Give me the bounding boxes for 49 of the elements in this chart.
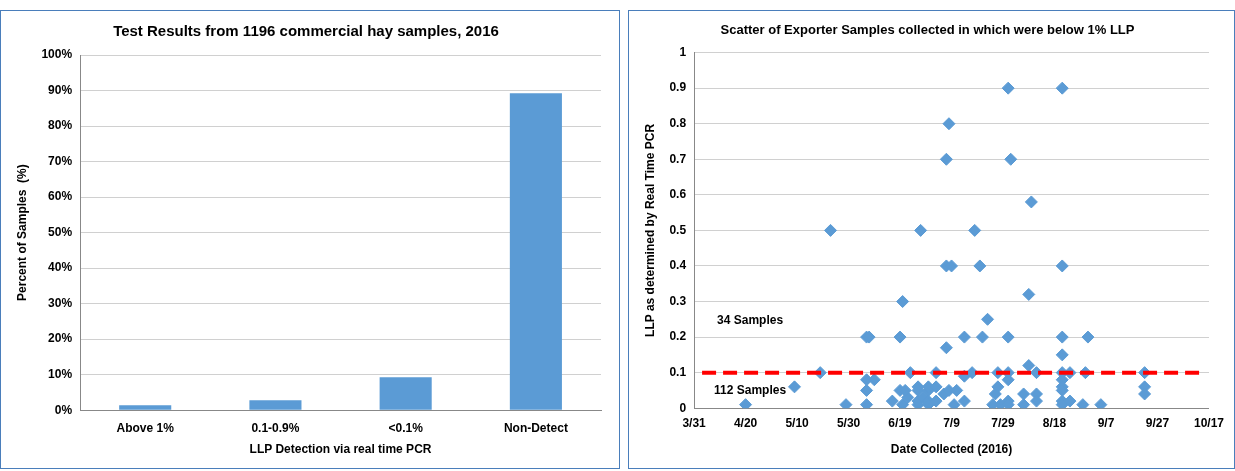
bar bbox=[119, 405, 172, 410]
y-tick-label: 1 bbox=[679, 44, 687, 59]
y-tick-label: 0.1 bbox=[669, 364, 687, 379]
y-tick-label: 40% bbox=[48, 260, 73, 275]
x-tick-label: 7/29 bbox=[991, 415, 1016, 430]
x-tick-label: 7/9 bbox=[943, 415, 961, 430]
y-tick-label: 30% bbox=[48, 295, 73, 310]
x-tick-label: 5/30 bbox=[836, 415, 861, 430]
x-tick-label: 4/20 bbox=[733, 415, 758, 430]
y-axis-title: LLP as determined by Real Time PCR bbox=[642, 123, 657, 337]
y-tick-label: 10% bbox=[48, 366, 73, 381]
x-tick-label: Above 1% bbox=[116, 420, 175, 435]
y-tick-label: 20% bbox=[48, 331, 73, 346]
x-tick-label: 8/18 bbox=[1042, 415, 1067, 430]
chart-title: Test Results from 1196 commercial hay samples, 2016 bbox=[113, 22, 499, 40]
y-tick-label: 0% bbox=[54, 402, 73, 417]
x-tick-label: 6/19 bbox=[888, 415, 913, 430]
annotation: 34 Samples bbox=[717, 312, 784, 327]
y-tick-label: 0.3 bbox=[669, 293, 687, 308]
x-tick-label: 9/7 bbox=[1097, 415, 1115, 430]
y-tick-label: 0.5 bbox=[669, 222, 687, 237]
y-tick-label: 70% bbox=[48, 153, 73, 168]
bar bbox=[379, 377, 432, 410]
bar bbox=[509, 93, 562, 410]
x-tick-label: 5/10 bbox=[785, 415, 810, 430]
y-tick-label: 0 bbox=[679, 400, 687, 415]
y-tick-label: 80% bbox=[48, 118, 73, 133]
bar bbox=[249, 400, 302, 410]
y-tick-label: 0.2 bbox=[669, 329, 687, 344]
x-tick-label: 0.1-0.9% bbox=[251, 420, 300, 435]
y-tick-label: 0.8 bbox=[669, 116, 687, 131]
x-tick-label: Non-Detect bbox=[503, 420, 568, 435]
y-tick-label: 0.7 bbox=[669, 151, 687, 166]
x-tick-label: 3/31 bbox=[682, 415, 707, 430]
x-tick-label: 9/27 bbox=[1145, 415, 1170, 430]
y-tick-label: 0.9 bbox=[669, 80, 687, 95]
y-tick-label: 90% bbox=[48, 82, 73, 97]
y-tick-label: 0.6 bbox=[669, 187, 687, 202]
chart-title: Scatter of Exporter Samples collected in which were below 1% LLP bbox=[720, 22, 1135, 38]
annotation: 112 Samples bbox=[714, 382, 787, 397]
x-tick-label: <0.1% bbox=[388, 420, 424, 435]
x-axis-title: Date Collected (2016) bbox=[890, 442, 1013, 457]
x-tick-label: 10/17 bbox=[1193, 415, 1225, 430]
y-tick-label: 50% bbox=[48, 224, 73, 239]
y-tick-label: 60% bbox=[48, 189, 73, 204]
y-axis-title: Percent of Samples (%) bbox=[14, 164, 29, 301]
y-tick-label: 0.4 bbox=[669, 258, 687, 273]
y-tick-label: 100% bbox=[41, 47, 73, 62]
x-axis-title: LLP Detection via real time PCR bbox=[249, 442, 432, 457]
